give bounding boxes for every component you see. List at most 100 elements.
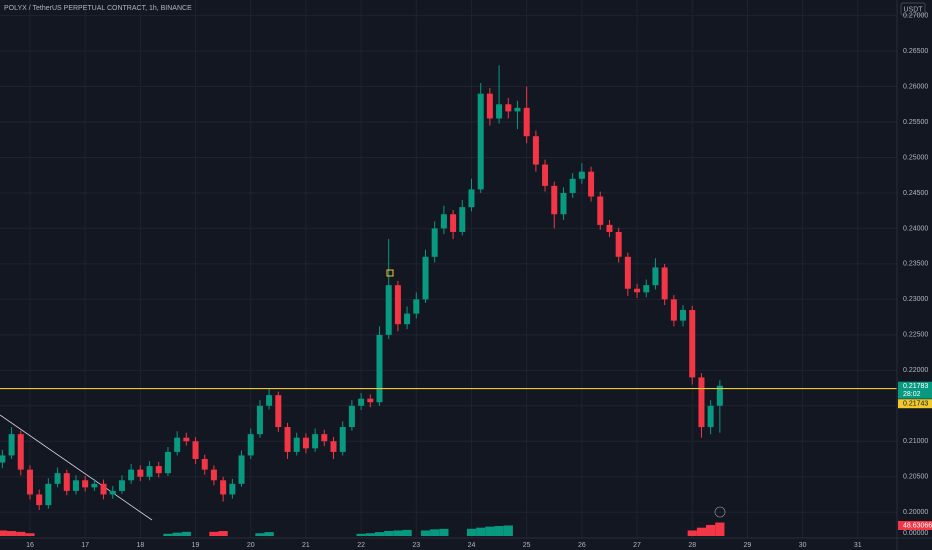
x-tick-label: 16 [26,542,34,549]
x-tick-label: 21 [302,542,310,549]
hline-label: 0.21743 [903,401,928,408]
candle-body [321,434,328,442]
candle-body [431,228,438,257]
candle-body [450,214,457,232]
indicator-bar [0,530,7,536]
candle-body [486,93,493,119]
candle-body [698,377,705,428]
candle-body [183,437,190,442]
currency-label[interactable]: USDT [903,6,923,13]
indicator-last-label: 48.63066 [903,522,932,529]
y-tick-label: 0.24000 [903,225,928,232]
y-tick-label: 0.21000 [903,438,928,445]
candle-body [220,480,227,495]
candle-body [661,267,668,300]
candle-body [606,224,613,232]
candle-body [477,93,484,190]
candle-body [293,437,300,452]
x-tick-label: 31 [854,542,862,549]
candle-body [72,480,79,491]
candle-body [680,310,687,321]
indicator-bar [172,532,182,536]
candle-body [514,107,521,112]
candle-body [174,437,181,452]
candle-body [569,178,576,193]
candle-body [413,299,420,314]
y-tick-label: 0.20000 [903,509,928,516]
candle-body [551,185,558,215]
candle-body [8,434,15,456]
x-tick-label: 19 [192,542,200,549]
indicator-bar [494,526,504,536]
candle-body [155,466,162,474]
indicator-bar [402,529,412,536]
candle-body [137,469,144,477]
candle-body [588,171,595,197]
indicator-bar [430,529,440,536]
indicator-bar [264,532,274,536]
last-price-box [898,381,932,399]
candle-body [100,483,107,495]
candle-body [689,310,696,378]
candle-body [63,473,70,491]
indicator-bar [420,530,431,536]
candle-body [164,451,171,474]
candle-body [624,256,631,289]
candle-body [26,469,33,495]
indicator-bar [485,526,495,536]
indicator-bar [218,531,228,536]
y-tick-label: 0.25000 [903,154,928,161]
indicator-bar [25,533,35,536]
candle-body [17,434,24,470]
candle-body [229,483,236,495]
candle-body [266,395,273,406]
x-tick-label: 22 [357,542,365,549]
indicator-bar [393,530,403,536]
candles [0,65,897,536]
candle-body [238,455,245,484]
candle-body [339,427,346,452]
x-tick-label: 18 [136,542,144,549]
candle-body [440,214,447,229]
candle-body [643,285,650,293]
candle-body [358,398,365,406]
indicator-bar [466,528,477,536]
candle-body [532,136,539,165]
y-tick-label: 0.25500 [903,119,928,126]
candle-body [275,395,282,428]
candle-body [54,473,61,484]
candle-body [615,231,622,257]
candle-body [201,458,208,470]
indicator-bar [16,531,26,536]
candle-body [247,434,254,456]
event-icon [714,506,726,518]
candle-body [560,192,567,215]
candle-body [36,494,43,506]
candle-body [542,164,549,186]
indicator-tick-label: 0.00000 [903,530,928,537]
indicator-bar [181,531,191,536]
indicator-bar [476,527,486,536]
candle-body [716,385,723,406]
hline-box [898,399,932,409]
candle-body [634,288,641,293]
candle-body [312,434,319,449]
candle-body [330,441,337,452]
indicator-bar [374,532,385,536]
candle-body [109,490,116,495]
y-tick-label: 0.26000 [903,83,928,90]
x-tick-label: 25 [523,542,531,549]
candle-body [376,334,383,403]
indicator-bar [706,524,716,536]
trend-line [0,414,153,521]
candle-body [422,256,429,300]
candle-body [0,455,6,463]
grid [0,0,897,538]
candle-body [652,267,659,286]
currency-button[interactable] [900,2,926,16]
candle-body [82,480,89,488]
candle-body [394,285,401,325]
candle-body [128,469,135,481]
